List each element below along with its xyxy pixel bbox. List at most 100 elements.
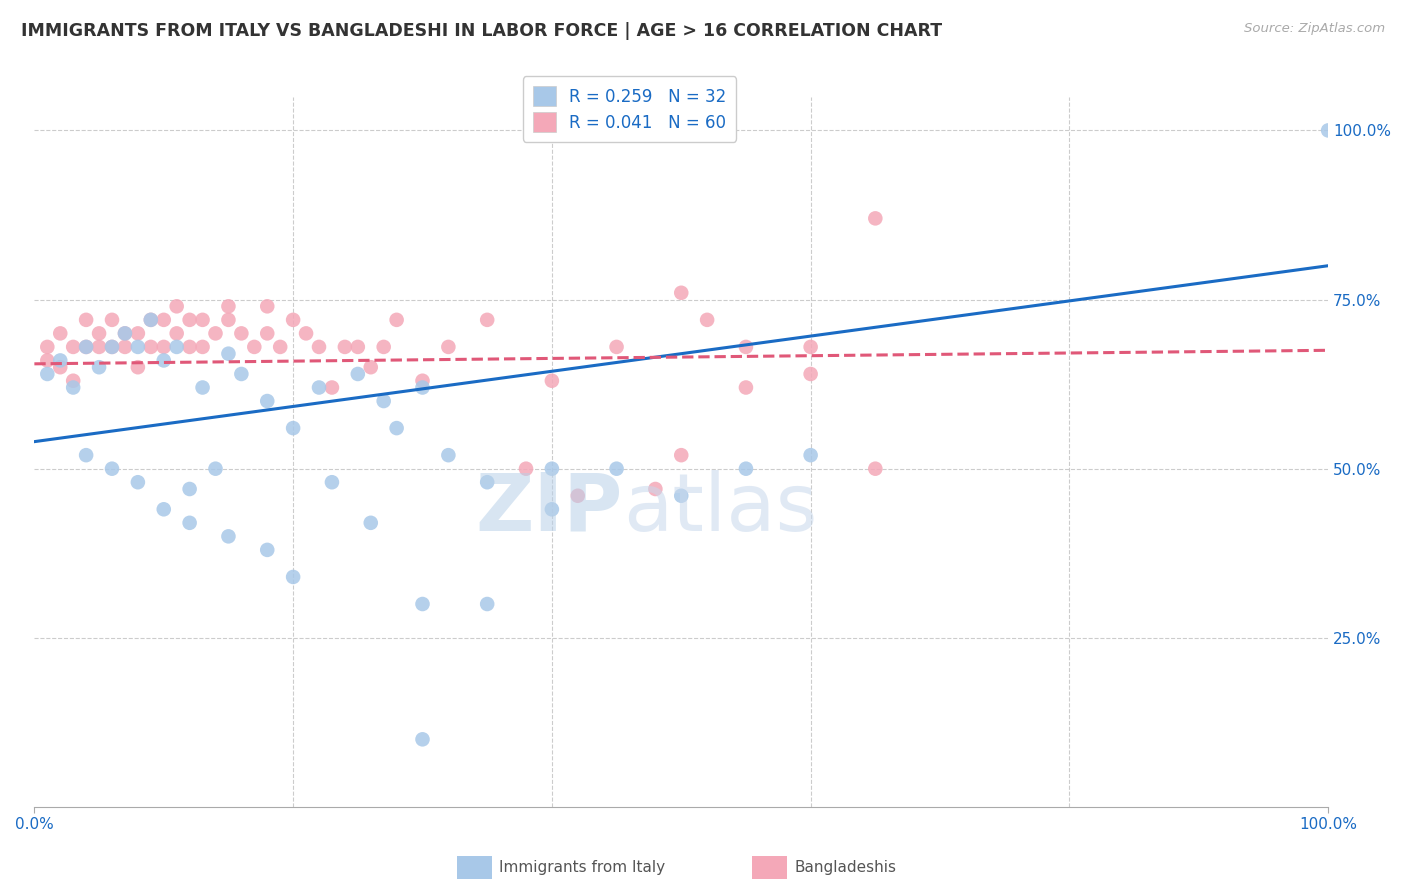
Point [671, 448, 693, 462]
Point [295, 326, 318, 341]
Point [269, 340, 291, 354]
Point [101, 340, 124, 354]
Point [179, 340, 201, 354]
Point [281, 570, 304, 584]
Point [412, 374, 434, 388]
Point [37, 353, 59, 368]
Point [231, 367, 253, 381]
Point [114, 326, 136, 341]
Point [166, 326, 188, 341]
Point [385, 421, 408, 435]
Point [101, 461, 124, 475]
Point [308, 340, 330, 354]
Point [321, 475, 343, 490]
Point [735, 340, 758, 354]
Point [346, 367, 368, 381]
Point [256, 394, 278, 409]
Point [541, 502, 564, 516]
Point [373, 394, 395, 409]
Point [671, 489, 693, 503]
Point [152, 502, 174, 516]
Point [217, 299, 239, 313]
Point [217, 347, 239, 361]
Point [256, 542, 278, 557]
Point [127, 475, 149, 490]
Point [437, 340, 460, 354]
Point [541, 461, 564, 475]
Point [179, 482, 201, 496]
Point [37, 367, 59, 381]
Point [152, 313, 174, 327]
Point [139, 313, 162, 327]
Point [541, 374, 564, 388]
Text: Immigrants from Italy: Immigrants from Italy [499, 860, 665, 874]
Point [346, 340, 368, 354]
Point [231, 326, 253, 341]
Point [735, 380, 758, 394]
Point [152, 353, 174, 368]
Point [87, 326, 110, 341]
Point [412, 380, 434, 394]
Point [101, 313, 124, 327]
Point [606, 461, 628, 475]
Point [360, 516, 382, 530]
Point [437, 448, 460, 462]
Point [191, 313, 214, 327]
Legend: R = 0.259   N = 32, R = 0.041   N = 60: R = 0.259 N = 32, R = 0.041 N = 60 [523, 77, 737, 142]
Point [800, 448, 823, 462]
Point [127, 340, 149, 354]
Point [62, 374, 84, 388]
Point [204, 326, 226, 341]
Point [256, 326, 278, 341]
Point [360, 360, 382, 375]
Point [800, 367, 823, 381]
Point [62, 340, 84, 354]
Point [49, 326, 72, 341]
Point [139, 340, 162, 354]
Text: Source: ZipAtlas.com: Source: ZipAtlas.com [1244, 22, 1385, 36]
Point [179, 516, 201, 530]
Point [644, 482, 666, 496]
Point [865, 211, 887, 226]
FancyBboxPatch shape [457, 856, 492, 879]
Point [281, 313, 304, 327]
Point [191, 380, 214, 394]
Point [87, 340, 110, 354]
Point [412, 597, 434, 611]
Point [606, 340, 628, 354]
Point [75, 448, 97, 462]
Point [75, 340, 97, 354]
Point [62, 380, 84, 394]
Point [412, 732, 434, 747]
Point [373, 340, 395, 354]
Point [37, 340, 59, 354]
Text: IMMIGRANTS FROM ITALY VS BANGLADESHI IN LABOR FORCE | AGE > 16 CORRELATION CHART: IMMIGRANTS FROM ITALY VS BANGLADESHI IN … [21, 22, 942, 40]
Point [101, 340, 124, 354]
Point [127, 326, 149, 341]
Point [49, 353, 72, 368]
Point [243, 340, 266, 354]
Point [204, 461, 226, 475]
Point [139, 313, 162, 327]
FancyBboxPatch shape [752, 856, 787, 879]
Point [671, 285, 693, 300]
Point [800, 340, 823, 354]
Point [477, 475, 499, 490]
Point [49, 360, 72, 375]
Point [735, 461, 758, 475]
Point [179, 313, 201, 327]
Point [114, 326, 136, 341]
Point [87, 360, 110, 375]
Point [308, 380, 330, 394]
Point [127, 360, 149, 375]
Point [696, 313, 718, 327]
Text: Bangladeshis: Bangladeshis [794, 860, 897, 874]
Point [477, 597, 499, 611]
Point [281, 421, 304, 435]
Point [166, 299, 188, 313]
Point [515, 461, 537, 475]
Point [333, 340, 356, 354]
Point [75, 313, 97, 327]
Point [217, 529, 239, 543]
Point [75, 340, 97, 354]
